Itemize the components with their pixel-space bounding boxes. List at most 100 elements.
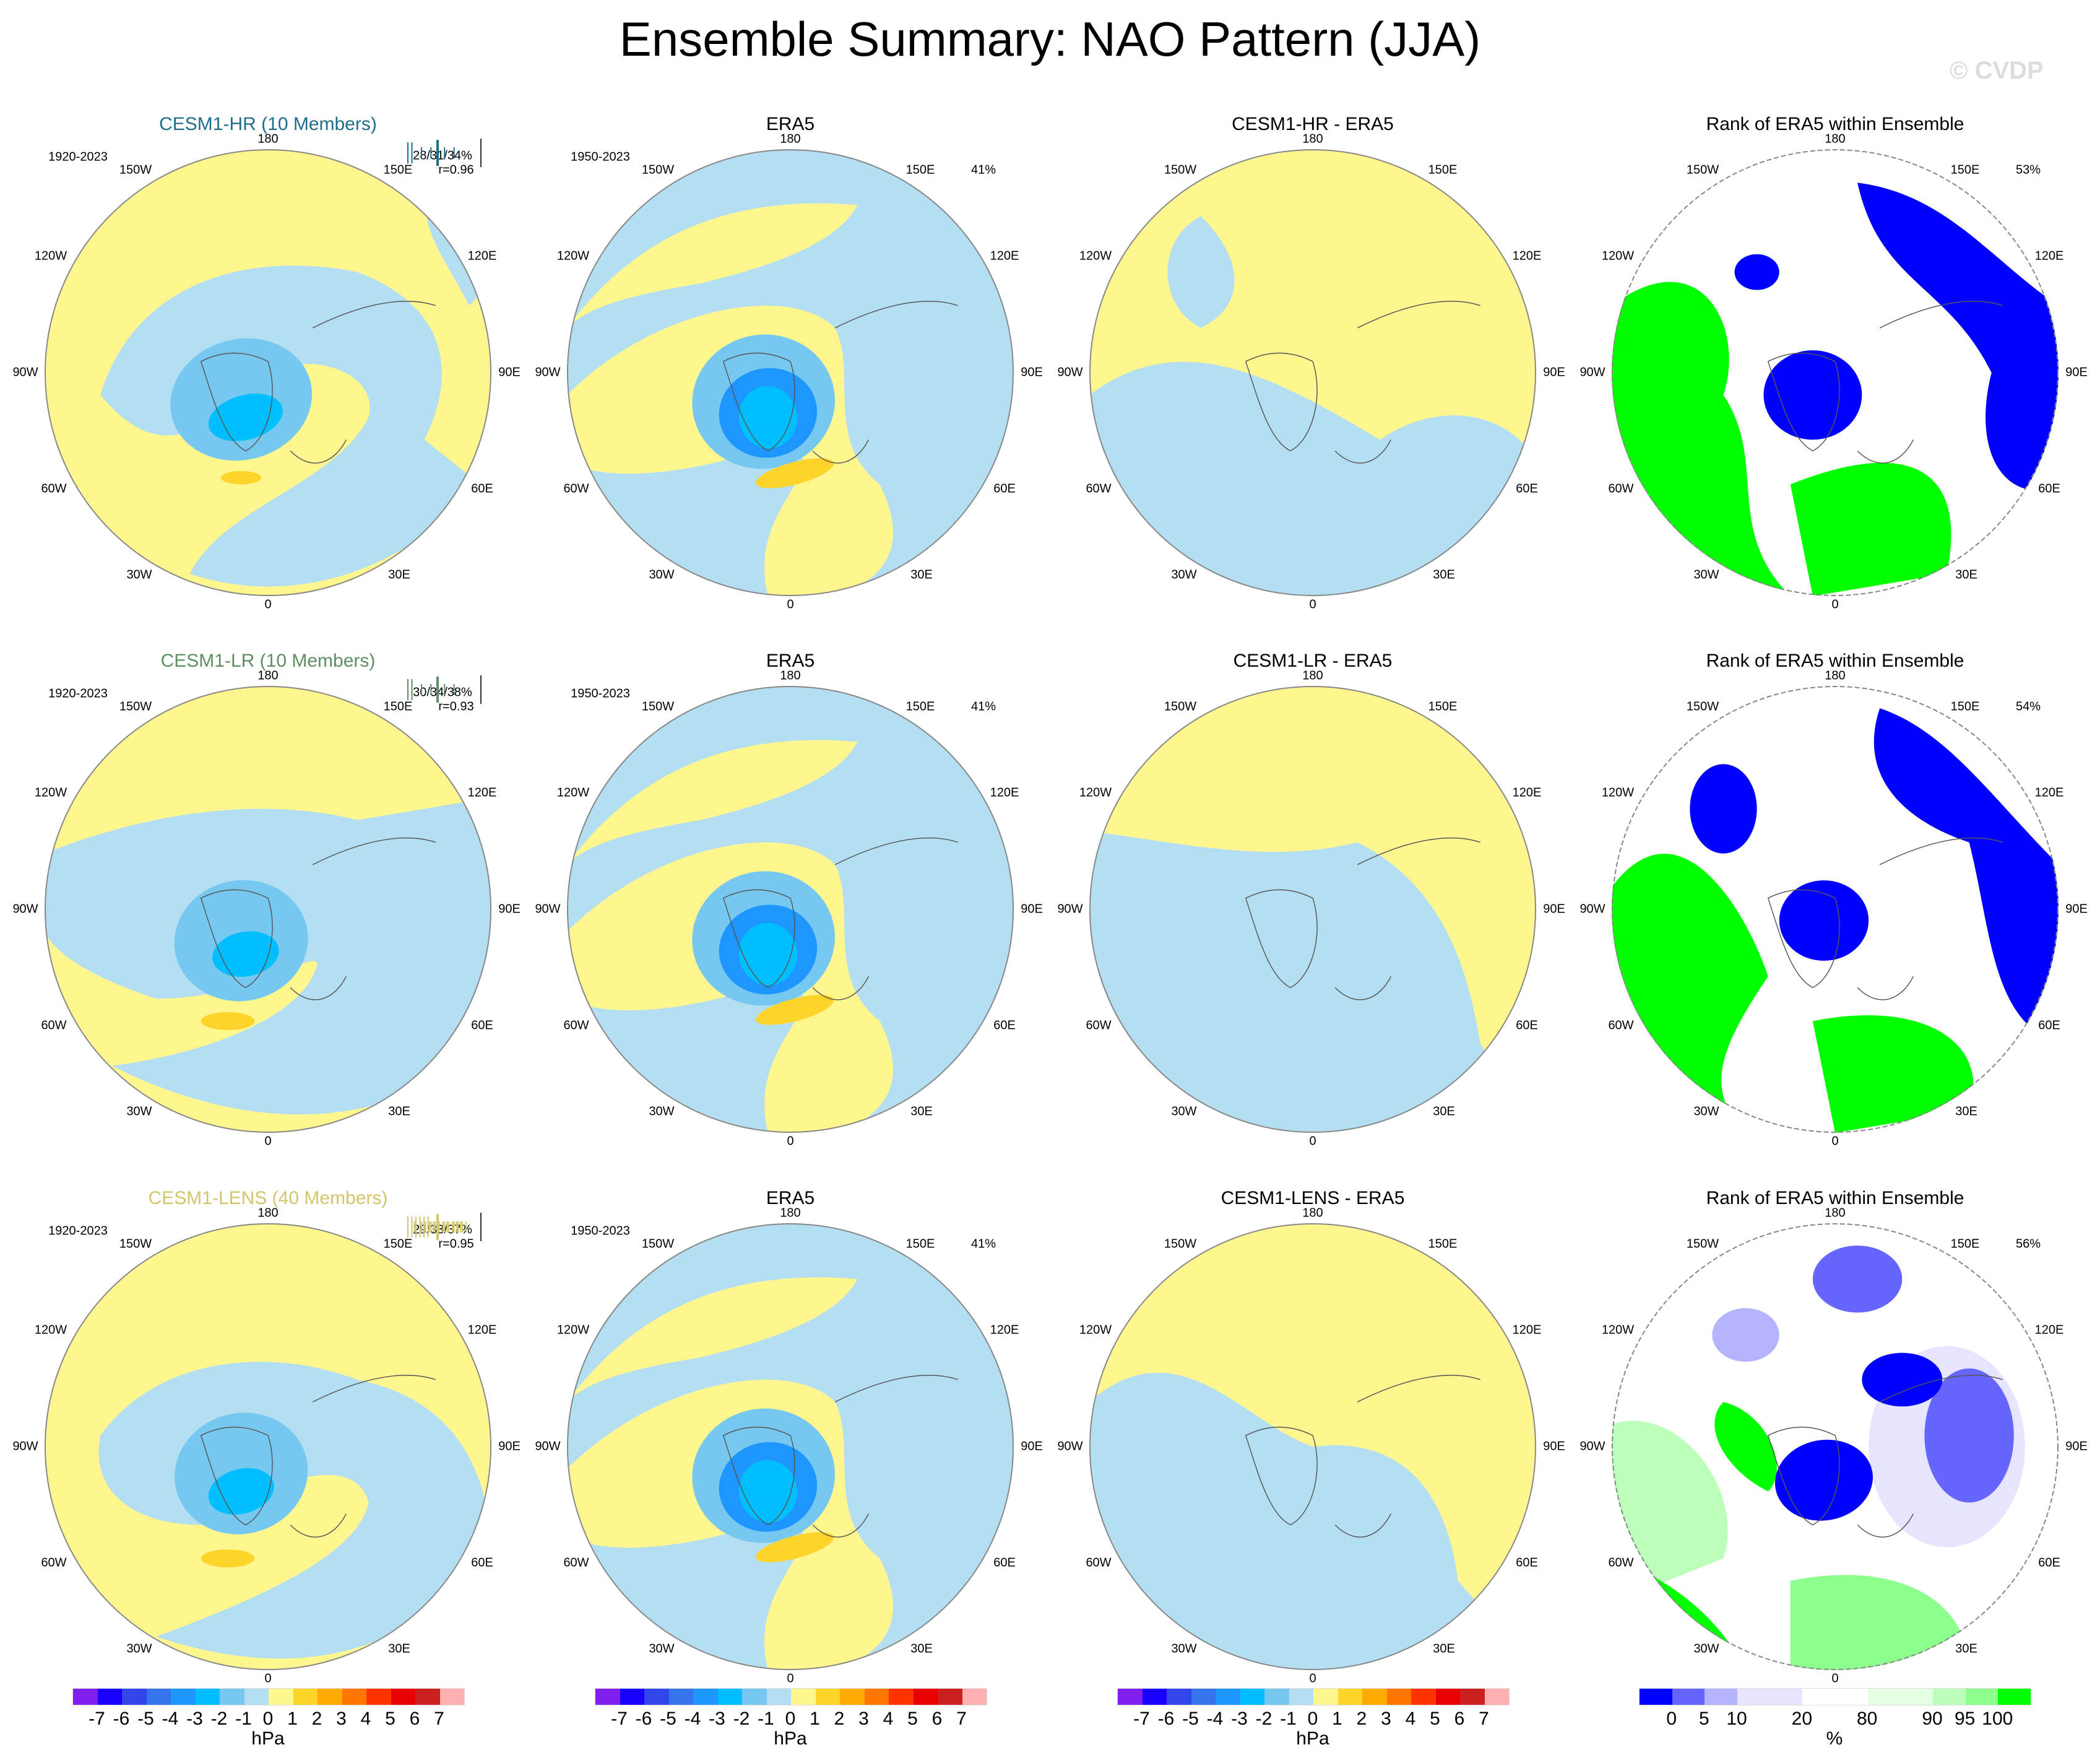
panel-obs-row2: ERA5 180 0 150W 120W 90W 60W 30W 150E 120E 90E 60E 3… bbox=[512, 631, 1069, 1188]
colorbar-tick-label: -5 bbox=[660, 1709, 676, 1729]
longitude-label: 120E bbox=[2034, 786, 2064, 800]
colorbar-swatch bbox=[644, 1689, 669, 1705]
colorbar-unit: hPa bbox=[774, 1728, 807, 1749]
longitude-label: 60E bbox=[993, 1018, 1016, 1033]
colorbar-tick-label: 0 bbox=[262, 1709, 274, 1729]
longitude-label: 60W bbox=[1086, 482, 1112, 496]
member-spread-ticks bbox=[407, 675, 482, 704]
longitude-label: 180 bbox=[1302, 132, 1323, 146]
contour-region bbox=[1924, 1368, 2014, 1503]
contour-region bbox=[738, 922, 797, 985]
longitude-label: 150E bbox=[905, 700, 935, 714]
longitude-label: 180 bbox=[780, 669, 801, 683]
longitude-label: 30E bbox=[388, 1642, 410, 1656]
map-boundary bbox=[1612, 1223, 2059, 1670]
polar-map bbox=[1612, 1223, 2059, 1670]
longitude-label: 30E bbox=[1955, 1642, 1977, 1656]
pattern-correlation: r=0.95 bbox=[438, 1237, 474, 1251]
longitude-label: 60W bbox=[41, 1556, 67, 1570]
colorbar-swatch bbox=[1240, 1689, 1264, 1705]
colorbar-swatch bbox=[815, 1689, 840, 1705]
longitude-label: 150E bbox=[905, 163, 935, 177]
longitude-label: 30W bbox=[1171, 1104, 1197, 1119]
colorbar-swatch bbox=[171, 1689, 196, 1705]
variance-explained-pct: 54% bbox=[2015, 700, 2041, 714]
contour-region bbox=[1089, 831, 1536, 1133]
longitude-label: 60E bbox=[471, 482, 493, 496]
colorbar-tick-label: -1 bbox=[235, 1709, 252, 1729]
colorbar-tick-label: 3 bbox=[1381, 1709, 1391, 1729]
contour-region bbox=[1089, 1372, 1536, 1670]
longitude-label: 120E bbox=[467, 249, 497, 263]
longitude-label: 60W bbox=[41, 1018, 67, 1033]
longitude-label: 120E bbox=[467, 1323, 497, 1337]
obs-panel-title: ERA5 bbox=[766, 651, 815, 671]
longitude-label: 30W bbox=[1693, 1104, 1719, 1119]
longitude-label: 30E bbox=[1433, 568, 1455, 582]
colorbar-tick-label: 1 bbox=[810, 1709, 820, 1729]
longitude-label: 0 bbox=[787, 1134, 794, 1148]
colorbar-swatch bbox=[717, 1689, 742, 1705]
rank-field bbox=[1612, 686, 2059, 1133]
colorbar-swatch bbox=[1313, 1689, 1338, 1705]
map-boundary bbox=[45, 149, 491, 596]
longitude-label: 120W bbox=[1601, 249, 1635, 263]
longitude-label: 60W bbox=[41, 482, 67, 496]
longitude-label: 60E bbox=[471, 1556, 493, 1570]
contour-region bbox=[201, 1012, 255, 1030]
longitude-label: 60W bbox=[1086, 1556, 1112, 1570]
model-panel-title: CESM1-LENS (40 Members) bbox=[148, 1188, 388, 1208]
longitude-label: 150E bbox=[1428, 1237, 1458, 1251]
colorbar-tick-label: -7 bbox=[1133, 1709, 1150, 1729]
colorbar-swatch bbox=[1484, 1689, 1509, 1705]
colorbar-tick-label: 5 bbox=[907, 1709, 918, 1729]
longitude-label: 150W bbox=[641, 1237, 675, 1251]
contour-region bbox=[1763, 350, 1862, 440]
longitude-label: 120E bbox=[990, 786, 1019, 800]
obs-field bbox=[567, 686, 1014, 1133]
longitude-label: 150E bbox=[1950, 163, 1980, 177]
colorbar-swatch bbox=[122, 1689, 147, 1705]
contour-region bbox=[212, 931, 279, 977]
year-range-label: 1950-2023 bbox=[571, 150, 630, 164]
longitude-label: 180 bbox=[1825, 132, 1846, 146]
polar-map bbox=[1612, 686, 2059, 1133]
longitude-label: 120W bbox=[1079, 1323, 1112, 1337]
year-range-label: 1920-2023 bbox=[48, 150, 108, 164]
colorbar-swatch bbox=[73, 1689, 98, 1705]
map-boundary bbox=[45, 686, 491, 1133]
colorbar-tick-label: -6 bbox=[1157, 1709, 1175, 1729]
longitude-label: 120W bbox=[556, 1323, 590, 1337]
longitude-label: 0 bbox=[264, 597, 272, 612]
colorbar-swatch bbox=[1411, 1689, 1436, 1705]
colorbar-swatch bbox=[342, 1689, 366, 1705]
colorbar-tick-label: 6 bbox=[409, 1709, 420, 1729]
contour-region bbox=[1812, 1245, 1903, 1313]
polar-map bbox=[1089, 686, 1536, 1133]
longitude-label: 90E bbox=[2065, 365, 2088, 379]
longitude-label: 90W bbox=[12, 902, 38, 916]
longitude-label: 90W bbox=[1579, 365, 1605, 379]
longitude-label: 90E bbox=[1543, 1439, 1565, 1453]
colorbar-swatch bbox=[938, 1689, 962, 1705]
longitude-label: 90E bbox=[498, 365, 521, 379]
longitude-label: 120E bbox=[1512, 249, 1542, 263]
longitude-label: 90E bbox=[2065, 1439, 2088, 1453]
longitude-label: 0 bbox=[787, 597, 794, 612]
map-boundary bbox=[1089, 686, 1536, 1133]
polar-map bbox=[567, 149, 1014, 596]
diff-panel-title: CESM1-LENS - ERA5 bbox=[1221, 1188, 1405, 1208]
polar-map bbox=[1612, 149, 2059, 596]
longitude-label: 120E bbox=[1512, 786, 1542, 800]
colorbar-swatch bbox=[1932, 1689, 1966, 1705]
ensemble-variance-range: 28/31/34% bbox=[413, 149, 472, 163]
colorbar-tick-label: 4 bbox=[883, 1709, 894, 1729]
colorbar-tick-label: -6 bbox=[635, 1709, 652, 1729]
colorbar-swatch bbox=[1216, 1689, 1240, 1705]
variance-explained-pct: 41% bbox=[970, 700, 996, 714]
longitude-label: 30E bbox=[910, 1104, 933, 1119]
contour-region bbox=[738, 386, 797, 449]
longitude-label: 180 bbox=[257, 132, 279, 146]
panel-model-row3: CESM1-LENS (40 Members) 180 0 150W 120W 90W 60… bbox=[0, 1168, 547, 1725]
colorbar-swatch bbox=[1386, 1689, 1411, 1705]
